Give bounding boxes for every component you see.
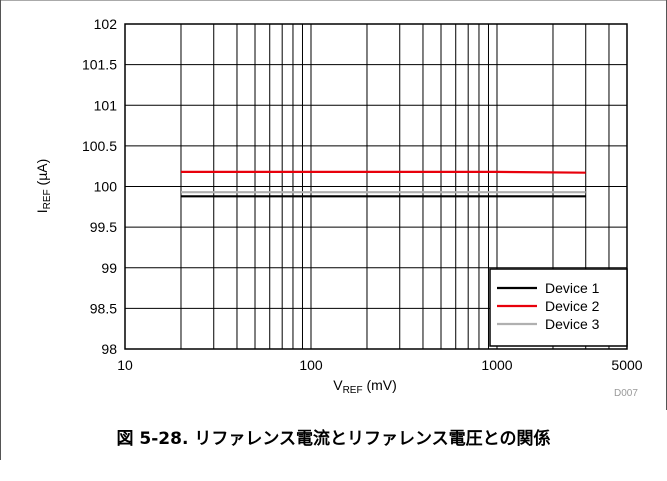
y-tick-label: 98.5: [90, 300, 117, 316]
legend-label: Device 3: [545, 316, 600, 332]
y-axis-title: IREF (µA): [34, 159, 53, 214]
y-tick-label: 100.5: [82, 138, 117, 154]
series-line-device-2: [181, 170, 586, 174]
legend: Device 1 Device 2 Device 3: [489, 268, 628, 347]
plot-area-border: [124, 23, 628, 350]
x-tick-label: 100: [299, 357, 323, 373]
y-tick-label: 102: [94, 16, 118, 32]
series-lines: [181, 170, 586, 198]
x-tick-label: 10: [117, 357, 133, 373]
legend-label: Device 1: [545, 280, 600, 296]
y-tick-label: 101.5: [82, 57, 117, 73]
y-tick-label: 99.5: [90, 219, 117, 235]
y-tick-label: 99: [101, 260, 117, 276]
figure-caption: 図 5-28. リファレンス電流とリファレンス電圧との関係: [116, 429, 551, 449]
x-tick-label: 1000: [481, 357, 512, 373]
y-tick-label: 101: [94, 97, 118, 113]
x-tick-label: 5000: [611, 357, 642, 373]
y-tick-label: 98: [101, 341, 117, 357]
y-tick-label: 100: [94, 179, 118, 195]
legend-label: Device 2: [545, 298, 600, 314]
y-tick-labels: 98 98.5 99 99.5 100 100.5 101 101.5 102: [82, 16, 117, 357]
legend-box: [489, 268, 628, 347]
x-axis-title: VREF (mV): [333, 377, 397, 396]
figure-id-label: D007: [614, 388, 638, 399]
x-tick-labels: 10 100 1000 5000: [117, 357, 643, 373]
